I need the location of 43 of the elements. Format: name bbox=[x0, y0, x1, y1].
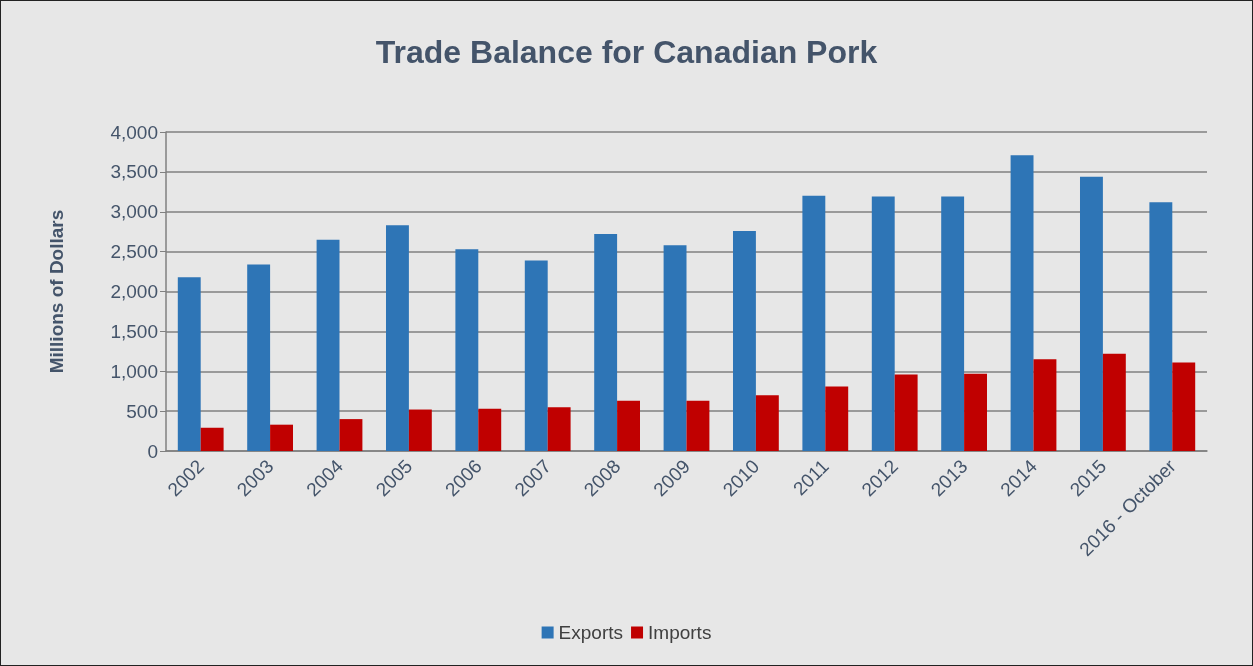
chart-title: Trade Balance for Canadian Pork bbox=[375, 34, 878, 70]
bar bbox=[200, 427, 224, 451]
bar bbox=[408, 409, 432, 451]
y-tick-label: 0 bbox=[147, 440, 158, 462]
y-tick-label: 1,000 bbox=[110, 360, 158, 382]
bar bbox=[941, 196, 965, 451]
bar bbox=[1102, 353, 1126, 451]
bar bbox=[871, 196, 895, 451]
y-tick-label: 3,000 bbox=[110, 201, 158, 223]
y-axis-title: Millions of Dollars bbox=[46, 209, 67, 374]
bar bbox=[316, 239, 340, 451]
bar bbox=[524, 260, 548, 451]
legend-label: Exports bbox=[558, 622, 624, 643]
bar bbox=[1010, 155, 1034, 451]
y-tick-label: 2,000 bbox=[110, 281, 158, 302]
bar bbox=[177, 277, 201, 451]
bar bbox=[802, 195, 826, 451]
bar bbox=[755, 395, 779, 451]
bar bbox=[1149, 202, 1173, 451]
bar bbox=[478, 408, 502, 451]
bar bbox=[594, 234, 618, 451]
bar bbox=[617, 400, 640, 451]
bar bbox=[1172, 362, 1196, 451]
bar bbox=[547, 407, 571, 451]
bar bbox=[964, 373, 987, 451]
bar bbox=[733, 230, 756, 451]
bar bbox=[1080, 176, 1103, 451]
bar bbox=[825, 386, 849, 451]
bar bbox=[247, 264, 271, 451]
bar bbox=[663, 245, 687, 451]
y-tick-label: 4,000 bbox=[110, 121, 158, 143]
bar bbox=[455, 249, 479, 451]
y-tick-label: 500 bbox=[126, 400, 158, 422]
bar bbox=[386, 225, 409, 451]
bar bbox=[1033, 359, 1057, 451]
legend-label: Imports bbox=[648, 622, 712, 643]
y-tick-label: 1,500 bbox=[110, 320, 158, 342]
bar bbox=[339, 419, 363, 451]
y-tick-label: 3,500 bbox=[110, 161, 158, 183]
bar bbox=[686, 400, 710, 451]
y-tick-label: 2,500 bbox=[110, 241, 158, 263]
bar bbox=[270, 424, 293, 451]
bar bbox=[894, 374, 918, 451]
